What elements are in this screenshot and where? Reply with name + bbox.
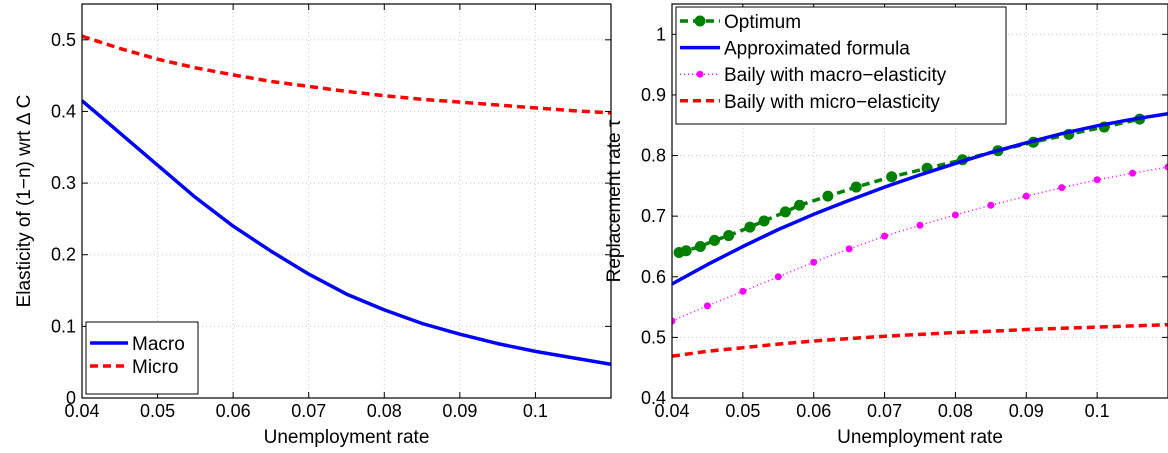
y-tick-label: 0: [66, 388, 76, 408]
x-tick-label: 0.08: [367, 401, 402, 421]
data-point: [951, 211, 959, 219]
data-point: [850, 181, 862, 193]
y-tick-label: 0.5: [641, 327, 666, 347]
axes-box: [81, 3, 612, 399]
data-point: [845, 245, 853, 253]
data-point: [709, 234, 721, 246]
x-axis-label: Unemployment rate: [264, 427, 430, 448]
series-group: [82, 34, 611, 367]
legend: Optimum Approximated formula Baily with ma…: [675, 6, 1007, 125]
data-point: [822, 190, 834, 202]
legend-marker: [696, 70, 704, 78]
y-tick-label: 0.1: [51, 316, 76, 336]
data-point: [1093, 176, 1101, 184]
series-line-approximated-formula: [672, 111, 1168, 286]
legend-label: Macro: [132, 334, 185, 355]
elasticity-chart: 0.04 0.05 0.06 0.07 0.08 0.09 0.1 0 0.1 0.2 0.3 0.4…: [14, 3, 612, 448]
data-point: [1022, 192, 1030, 200]
data-point: [886, 171, 898, 183]
y-tick-label: 0.7: [641, 206, 666, 226]
x-tick-label: 0.04: [654, 401, 689, 421]
data-point: [1058, 184, 1066, 192]
legend-label: Baily with micro−elasticity: [724, 92, 940, 113]
legend-label: Optimum: [724, 12, 801, 33]
series-group: [672, 111, 1168, 358]
x-tick-label: 0.1: [1085, 401, 1110, 421]
series-line-macro: [82, 99, 611, 367]
legend-label: Approximated formula: [724, 39, 910, 60]
y-tick-label: 0.5: [51, 30, 76, 50]
x-tick-label: 0.1: [523, 401, 548, 421]
data-point: [916, 221, 924, 229]
data-point: [881, 232, 889, 240]
data-point: [723, 230, 735, 242]
y-tick-label: 0.4: [51, 101, 76, 121]
series-line-micro: [82, 34, 611, 115]
x-tick-label: 0.07: [291, 401, 326, 421]
data-point: [703, 302, 711, 310]
x-tick-label: 0.09: [1009, 401, 1044, 421]
x-tick-label: 0.08: [938, 401, 973, 421]
data-point: [672, 317, 676, 325]
y-tick-label: 0.8: [641, 146, 666, 166]
legend-label: Micro: [132, 357, 178, 378]
legend-marker: [694, 15, 706, 27]
data-point: [680, 245, 692, 257]
axes-box: [671, 3, 1168, 399]
data-point: [810, 258, 818, 266]
x-tick-label: 0.05: [140, 401, 175, 421]
data-point: [987, 201, 995, 209]
y-axis-label: Elasticity of (1−n) wrt Δ C: [14, 95, 35, 308]
y-tick-label: 0.9: [641, 85, 666, 105]
data-point: [774, 273, 782, 281]
series-line-baily-with-micro-elasticity: [672, 322, 1168, 358]
x-tick-label: 0.04: [64, 401, 99, 421]
legend-box: [85, 321, 199, 395]
replacement-rate-chart: 0.04 0.05 0.06 0.07 0.08 0.09 0.1 0.4 0.5 0.6 0.7 0…: [604, 3, 1168, 448]
x-axis-label: Unemployment rate: [837, 427, 1003, 448]
y-tick-label: 0.2: [51, 245, 76, 265]
data-point: [739, 287, 747, 295]
x-tick-label: 0.06: [796, 401, 831, 421]
y-axis-label: Replacement rate τ: [604, 119, 625, 282]
y-tick-label: 0.3: [51, 173, 76, 193]
series-line-baily-with-macro-elasticity: [672, 166, 1168, 322]
data-point: [794, 199, 806, 211]
data-point: [779, 206, 791, 218]
data-point: [1129, 169, 1137, 177]
legend-label: Baily with macro−elasticity: [724, 65, 947, 86]
y-tick-label: 0.6: [641, 267, 666, 287]
data-point: [744, 221, 756, 233]
x-tick-label: 0.09: [442, 401, 477, 421]
data-point: [694, 240, 706, 252]
x-tick-label: 0.06: [216, 401, 251, 421]
x-tick-label: 0.07: [867, 401, 902, 421]
data-point: [1164, 163, 1168, 171]
y-tick-label: 0.4: [641, 388, 666, 408]
data-point: [758, 215, 770, 227]
x-tick-label: 0.05: [725, 401, 760, 421]
legend-box: [675, 6, 1007, 125]
y-tick-label: 1: [656, 24, 666, 44]
